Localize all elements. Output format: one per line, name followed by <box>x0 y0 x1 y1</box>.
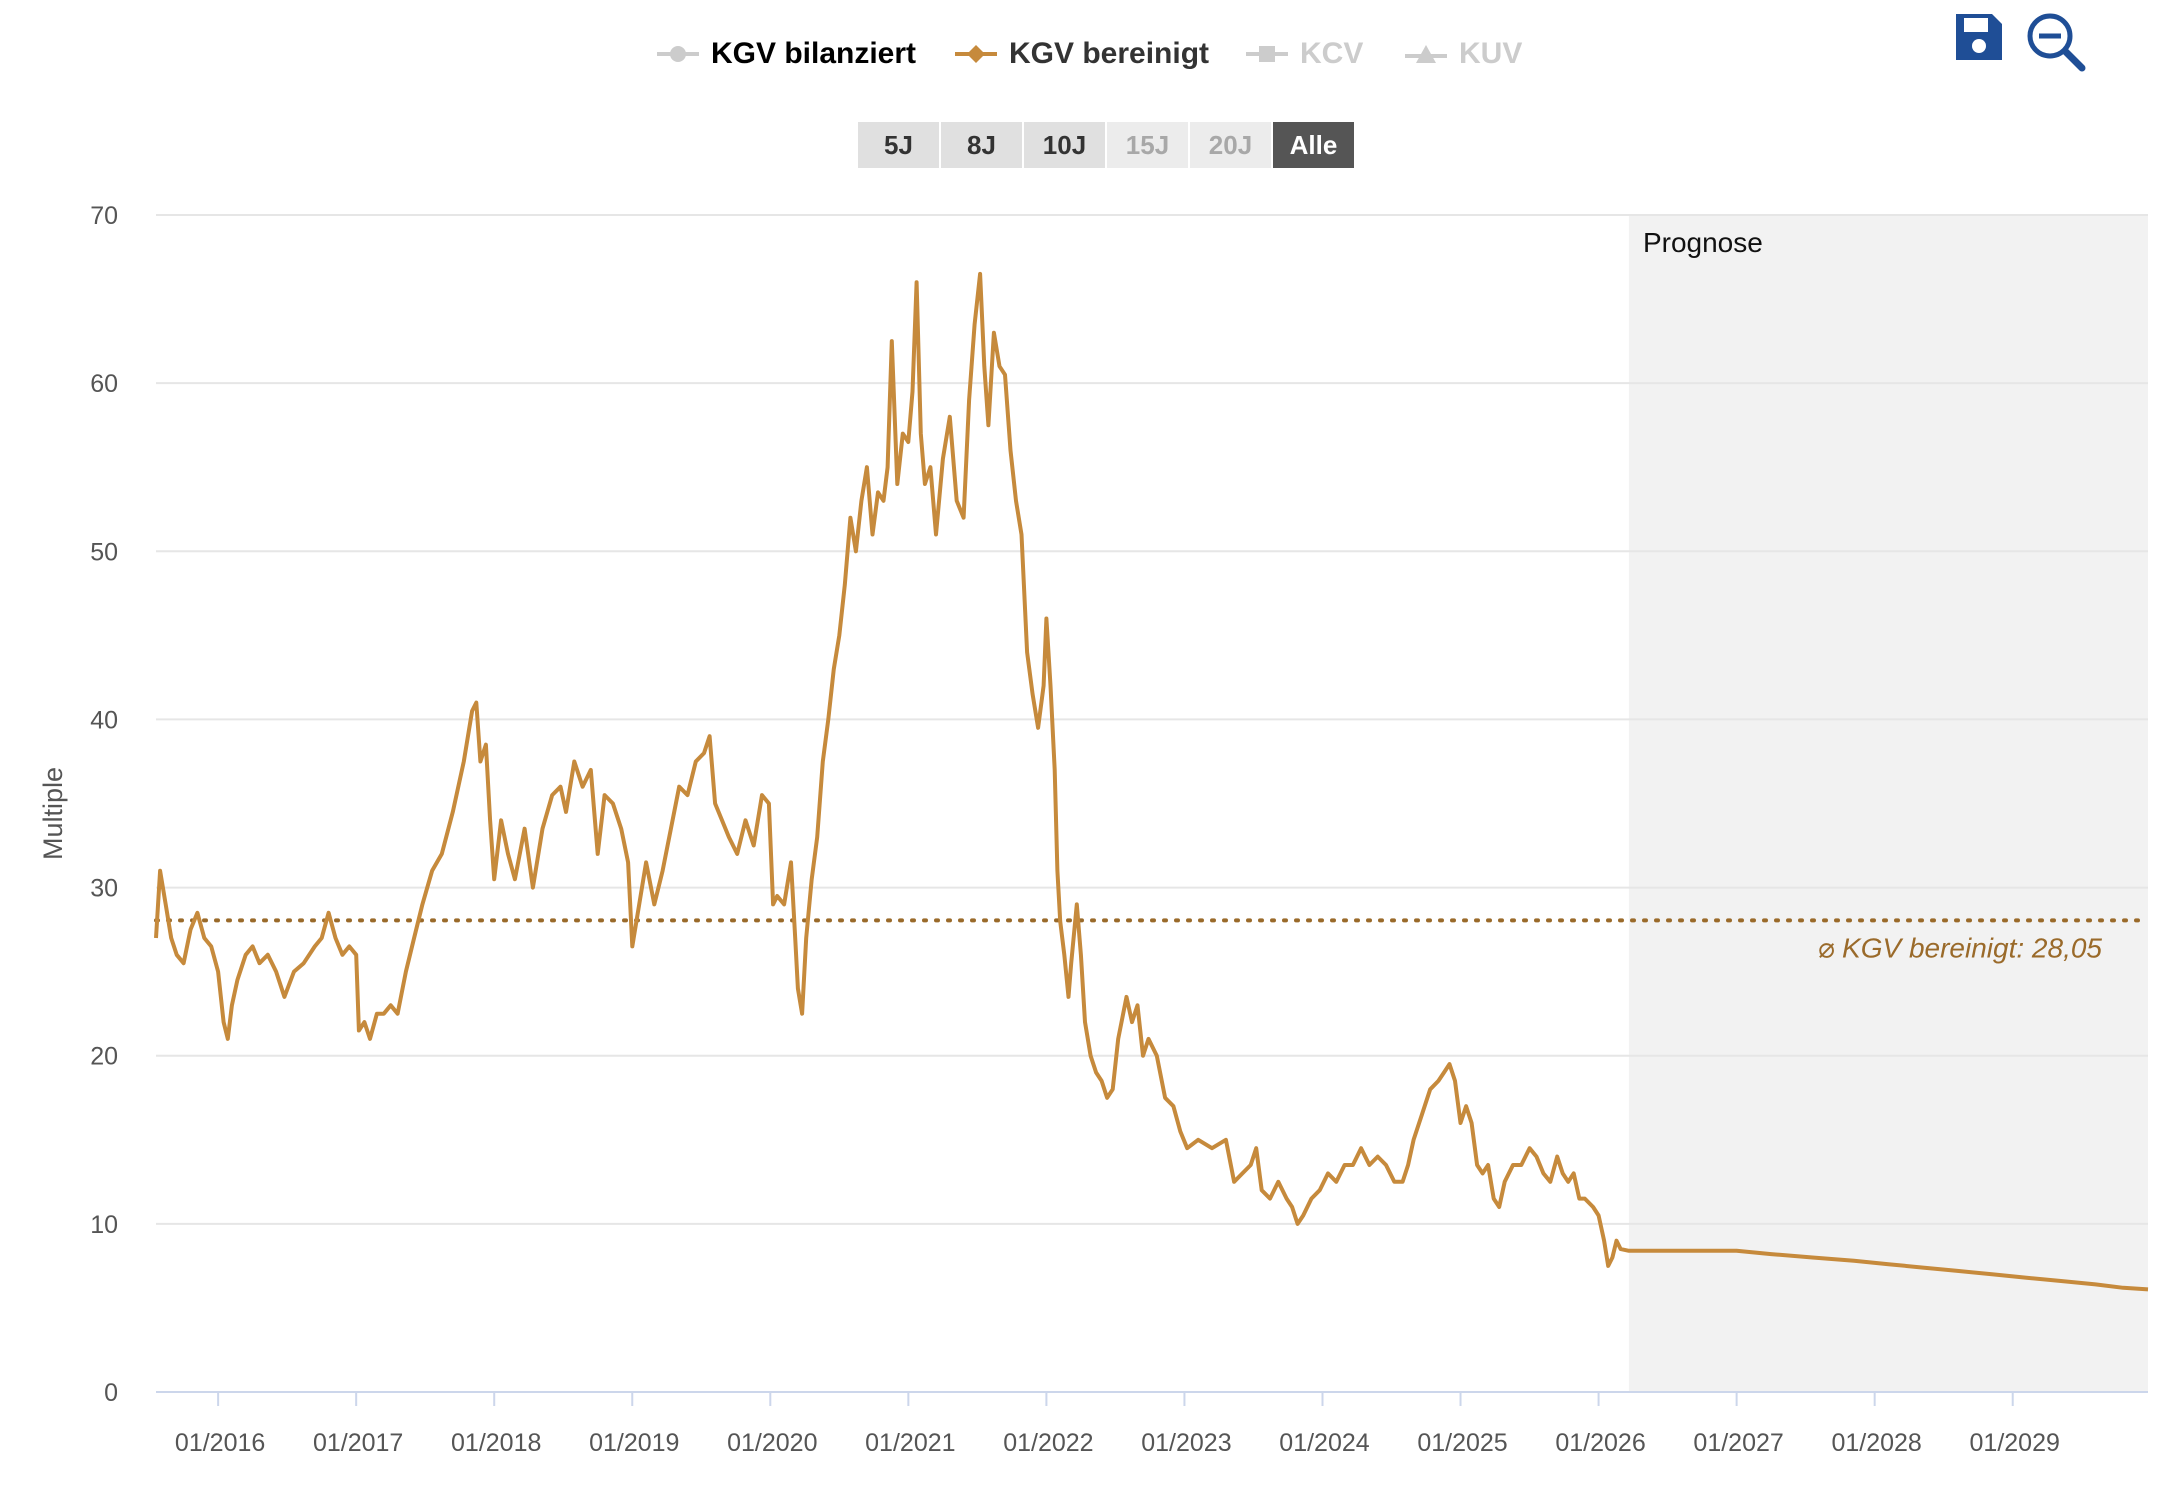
circle-marker-icon <box>657 46 699 62</box>
x-tick-label: 01/2023 <box>1141 1429 1231 1457</box>
range-button-20j: 20J <box>1190 122 1271 168</box>
chart-toolbar <box>1952 10 2092 80</box>
legend-label: KGV bilanziert <box>711 37 917 70</box>
legend-item-kgv-bilanziert[interactable]: KGV bilanziert <box>655 30 916 78</box>
range-selector: 5J 8J 10J 15J 20J Alle <box>858 122 1356 168</box>
y-tick-label: 30 <box>90 875 118 903</box>
average-label: ⌀ KGV bereinigt: 28,05 <box>1817 932 2102 963</box>
y-tick-label: 60 <box>90 370 118 398</box>
legend-item-kcv[interactable]: KCV <box>1244 30 1363 78</box>
x-tick-label: 01/2021 <box>865 1429 955 1457</box>
triangle-marker-icon <box>1405 45 1447 63</box>
zoom-out-icon[interactable] <box>2024 10 2088 74</box>
x-tick-label: 01/2016 <box>175 1429 265 1457</box>
y-tick-label: 20 <box>90 1043 118 1071</box>
y-tick-label: 0 <box>104 1379 118 1407</box>
series-line-kgv-bereinigt <box>154 271 2149 1292</box>
diamond-marker-icon <box>955 45 997 63</box>
x-tick-label: 01/2026 <box>1555 1429 1645 1457</box>
x-tick-label: 01/2017 <box>313 1429 403 1457</box>
y-tick-label: 10 <box>90 1211 118 1239</box>
x-tick-label: 01/2025 <box>1417 1429 1507 1457</box>
range-button-5j[interactable]: 5J <box>858 122 939 168</box>
range-button-10j[interactable]: 10J <box>1024 122 1105 168</box>
legend-item-kgv-bereinigt[interactable]: KGV bereinigt <box>953 30 1209 78</box>
y-tick-label: 70 <box>90 202 118 230</box>
range-button-alle[interactable]: Alle <box>1273 122 1354 168</box>
legend-label: KCV <box>1300 37 1364 70</box>
y-tick-label: 40 <box>90 706 118 734</box>
legend-label: KUV <box>1459 37 1523 70</box>
forecast-region <box>1628 215 2148 1392</box>
chart-legend: KGV bilanziert KGV bereinigt KCV KUV <box>0 30 2162 78</box>
legend-label: KGV bereinigt <box>1009 37 1210 70</box>
x-tick-label: 01/2024 <box>1279 1429 1369 1457</box>
square-marker-icon <box>1246 46 1288 62</box>
x-tick-label: 01/2027 <box>1693 1429 1783 1457</box>
forecast-label: Prognose <box>1643 227 1763 258</box>
range-button-15j: 15J <box>1107 122 1188 168</box>
x-tick-label: 01/2020 <box>727 1429 817 1457</box>
x-tick-label: 01/2019 <box>589 1429 679 1457</box>
x-tick-label: 01/2022 <box>1003 1429 1093 1457</box>
x-tick-label: 01/2029 <box>1970 1429 2060 1457</box>
y-axis-title: Multiple <box>38 767 68 860</box>
legend-item-kuv[interactable]: KUV <box>1403 30 1522 78</box>
floppy-disk-icon[interactable] <box>1952 10 2006 64</box>
x-tick-label: 01/2018 <box>451 1429 541 1457</box>
x-tick-label: 01/2028 <box>1831 1429 1921 1457</box>
y-tick-label: 50 <box>90 538 118 566</box>
range-button-8j[interactable]: 8J <box>941 122 1022 168</box>
